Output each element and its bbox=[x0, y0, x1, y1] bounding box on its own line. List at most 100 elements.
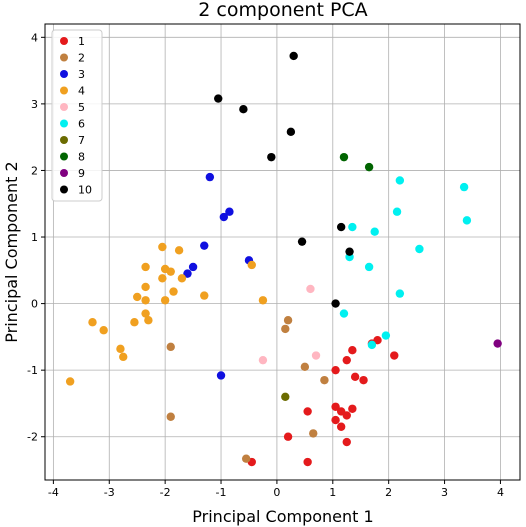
data-point-class-2 bbox=[309, 429, 318, 438]
data-point-class-6 bbox=[462, 216, 472, 225]
data-point-class-3 bbox=[225, 207, 234, 216]
legend: 1 2 3 4 5 6 7 8 9 10 bbox=[51, 29, 103, 202]
y-axis-label: Principal Component 2 bbox=[2, 161, 21, 342]
data-point-class-9 bbox=[493, 339, 502, 348]
data-point-class-6 bbox=[415, 244, 424, 254]
data-point-class-8 bbox=[339, 152, 349, 162]
data-point-class-7 bbox=[281, 392, 290, 401]
legend-label-4: 4 bbox=[78, 85, 85, 98]
data-point-class-1 bbox=[303, 407, 312, 416]
data-point-class-3 bbox=[183, 269, 192, 278]
data-point-class-4 bbox=[166, 267, 175, 276]
data-point-class-4 bbox=[169, 287, 178, 296]
y-tick-label: 2 bbox=[31, 164, 38, 177]
data-point-class-1 bbox=[331, 365, 340, 375]
legend-marker-2 bbox=[60, 53, 68, 62]
data-point-class-10 bbox=[345, 247, 354, 256]
data-point-class-6 bbox=[395, 289, 405, 298]
data-point-class-1 bbox=[303, 457, 312, 467]
data-point-class-1 bbox=[331, 402, 340, 411]
data-point-class-4 bbox=[141, 262, 150, 272]
data-point-class-4 bbox=[116, 344, 125, 354]
data-point-class-4 bbox=[99, 326, 108, 335]
data-point-class-6 bbox=[370, 227, 379, 236]
data-point-class-6 bbox=[381, 331, 391, 340]
y-tick-label: 0 bbox=[31, 298, 38, 311]
data-point-class-1 bbox=[348, 345, 357, 355]
x-tick-label: -3 bbox=[104, 486, 115, 499]
legend-label-7: 7 bbox=[78, 134, 85, 147]
legend-label-3: 3 bbox=[78, 68, 85, 81]
data-point-class-1 bbox=[331, 415, 340, 425]
data-point-class-4 bbox=[158, 274, 167, 283]
legend-marker-5 bbox=[60, 103, 68, 111]
data-point-class-4 bbox=[174, 246, 184, 255]
points-layer bbox=[65, 51, 502, 467]
data-point-class-4 bbox=[200, 291, 209, 300]
data-point-class-8 bbox=[364, 162, 374, 172]
data-point-class-4 bbox=[141, 282, 150, 292]
data-point-class-2 bbox=[320, 375, 329, 385]
x-tick-label: 4 bbox=[497, 486, 504, 499]
data-point-class-3 bbox=[216, 371, 226, 380]
data-point-class-4 bbox=[141, 309, 150, 318]
data-point-class-6 bbox=[339, 309, 349, 318]
x-tick-label: 2 bbox=[385, 486, 392, 499]
data-point-class-2 bbox=[166, 412, 175, 421]
data-point-class-1 bbox=[373, 336, 382, 345]
data-point-class-4 bbox=[160, 296, 170, 305]
data-point-class-3 bbox=[200, 241, 209, 250]
data-point-class-4 bbox=[141, 296, 150, 305]
legend-marker-7 bbox=[60, 136, 68, 144]
data-point-class-2 bbox=[166, 342, 175, 352]
data-point-class-4 bbox=[133, 292, 142, 302]
y-tick-label: 4 bbox=[31, 31, 38, 44]
data-point-class-1 bbox=[342, 355, 351, 365]
legend-marker-9 bbox=[60, 169, 68, 177]
data-point-class-6 bbox=[367, 340, 377, 350]
x-tick-label: 1 bbox=[329, 486, 336, 499]
chart-title: 2 component PCA bbox=[198, 0, 367, 21]
x-tick-label: -1 bbox=[216, 486, 227, 499]
legend-marker-3 bbox=[60, 70, 68, 78]
data-point-class-5 bbox=[311, 351, 321, 360]
legend-label-8: 8 bbox=[78, 151, 85, 164]
data-point-class-6 bbox=[459, 182, 469, 192]
data-point-class-3 bbox=[219, 212, 229, 222]
legend-box bbox=[51, 29, 103, 202]
data-point-class-4 bbox=[158, 242, 167, 252]
data-point-class-4 bbox=[88, 318, 97, 327]
legend-label-2: 2 bbox=[78, 52, 85, 65]
x-axis-label: Principal Component 1 bbox=[192, 507, 373, 526]
legend-label-9: 9 bbox=[78, 167, 85, 180]
legend-marker-6 bbox=[60, 119, 68, 128]
data-point-class-4 bbox=[130, 318, 139, 327]
data-point-class-2 bbox=[281, 324, 290, 334]
legend-marker-1 bbox=[60, 37, 68, 45]
data-point-class-6 bbox=[364, 262, 374, 272]
legend-marker-10 bbox=[60, 185, 68, 194]
data-point-class-10 bbox=[336, 222, 346, 232]
x-tick-label: -2 bbox=[160, 486, 171, 499]
data-point-class-10 bbox=[267, 152, 276, 162]
data-point-class-1 bbox=[359, 375, 368, 385]
data-point-class-1 bbox=[342, 411, 351, 420]
data-point-class-1 bbox=[350, 372, 360, 382]
x-tick-label: 0 bbox=[273, 486, 280, 499]
data-point-class-5 bbox=[306, 284, 315, 294]
data-point-class-10 bbox=[239, 105, 248, 114]
data-point-class-6 bbox=[395, 176, 405, 185]
data-point-class-10 bbox=[214, 94, 223, 103]
x-tick-label: 3 bbox=[441, 486, 448, 499]
data-point-class-5 bbox=[258, 355, 268, 365]
y-tick-label: -2 bbox=[27, 431, 38, 444]
legend-label-5: 5 bbox=[78, 101, 85, 114]
data-point-class-4 bbox=[258, 296, 268, 305]
data-point-class-2 bbox=[241, 454, 251, 463]
data-point-class-1 bbox=[342, 437, 351, 447]
data-point-class-1 bbox=[283, 432, 293, 441]
data-point-class-10 bbox=[286, 127, 296, 137]
data-point-class-10 bbox=[331, 299, 340, 308]
data-point-class-6 bbox=[348, 222, 357, 232]
